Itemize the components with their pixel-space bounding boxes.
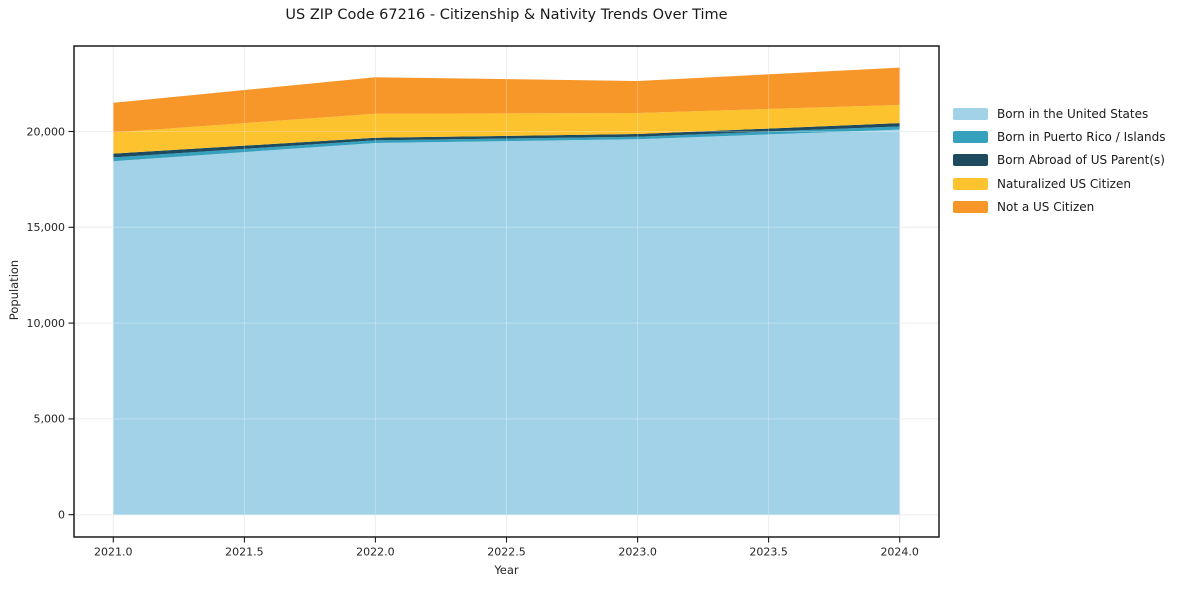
legend-label: Not a US Citizen [997, 199, 1095, 214]
legend-item: Not a US Citizen [953, 195, 1185, 218]
x-axis-label: Year [494, 563, 519, 577]
y-tick-label: 0 [58, 509, 65, 522]
x-tick-label: 2022.0 [356, 546, 395, 559]
y-tick-label: 5,000 [34, 413, 66, 426]
area-series [113, 123, 900, 158]
legend-swatch-born-us [953, 107, 988, 120]
x-tick-label: 2023.5 [749, 546, 788, 559]
x-tick-label: 2021.5 [225, 546, 264, 559]
x-tick-label: 2024.0 [880, 546, 919, 559]
legend-item: Born in Puerto Rico / Islands [953, 125, 1185, 148]
legend-label: Born in the United States [997, 106, 1149, 121]
y-tick-label: 10,000 [27, 317, 66, 330]
legend-swatch-born-pr [953, 130, 988, 143]
area-series [113, 126, 900, 162]
legend-label: Naturalized US Citizen [997, 176, 1131, 191]
area-series [113, 67, 900, 133]
y-tick-label: 20,000 [27, 125, 66, 138]
chart-title: US ZIP Code 67216 - Citizenship & Nativi… [285, 7, 728, 23]
legend-item: Naturalized US Citizen [953, 172, 1185, 195]
legend-swatch-not-citizen [953, 200, 988, 213]
x-tick-label: 2022.5 [487, 546, 526, 559]
legend-label: Born in Puerto Rico / Islands [997, 129, 1166, 144]
area-series [113, 104, 900, 154]
x-tick-label: 2021.0 [94, 546, 133, 559]
legend-label: Born Abroad of US Parent(s) [997, 153, 1165, 168]
legend-swatch-born-abroad [953, 154, 988, 167]
area-series [113, 129, 900, 515]
x-tick-label: 2023.0 [618, 546, 657, 559]
legend: Born in the United States Born in Puerto… [953, 102, 1185, 219]
legend-item: Born Abroad of US Parent(s) [953, 149, 1185, 172]
y-tick-label: 15,000 [27, 221, 66, 234]
legend-item: Born in the United States [953, 102, 1185, 125]
legend-swatch-naturalized [953, 177, 988, 190]
